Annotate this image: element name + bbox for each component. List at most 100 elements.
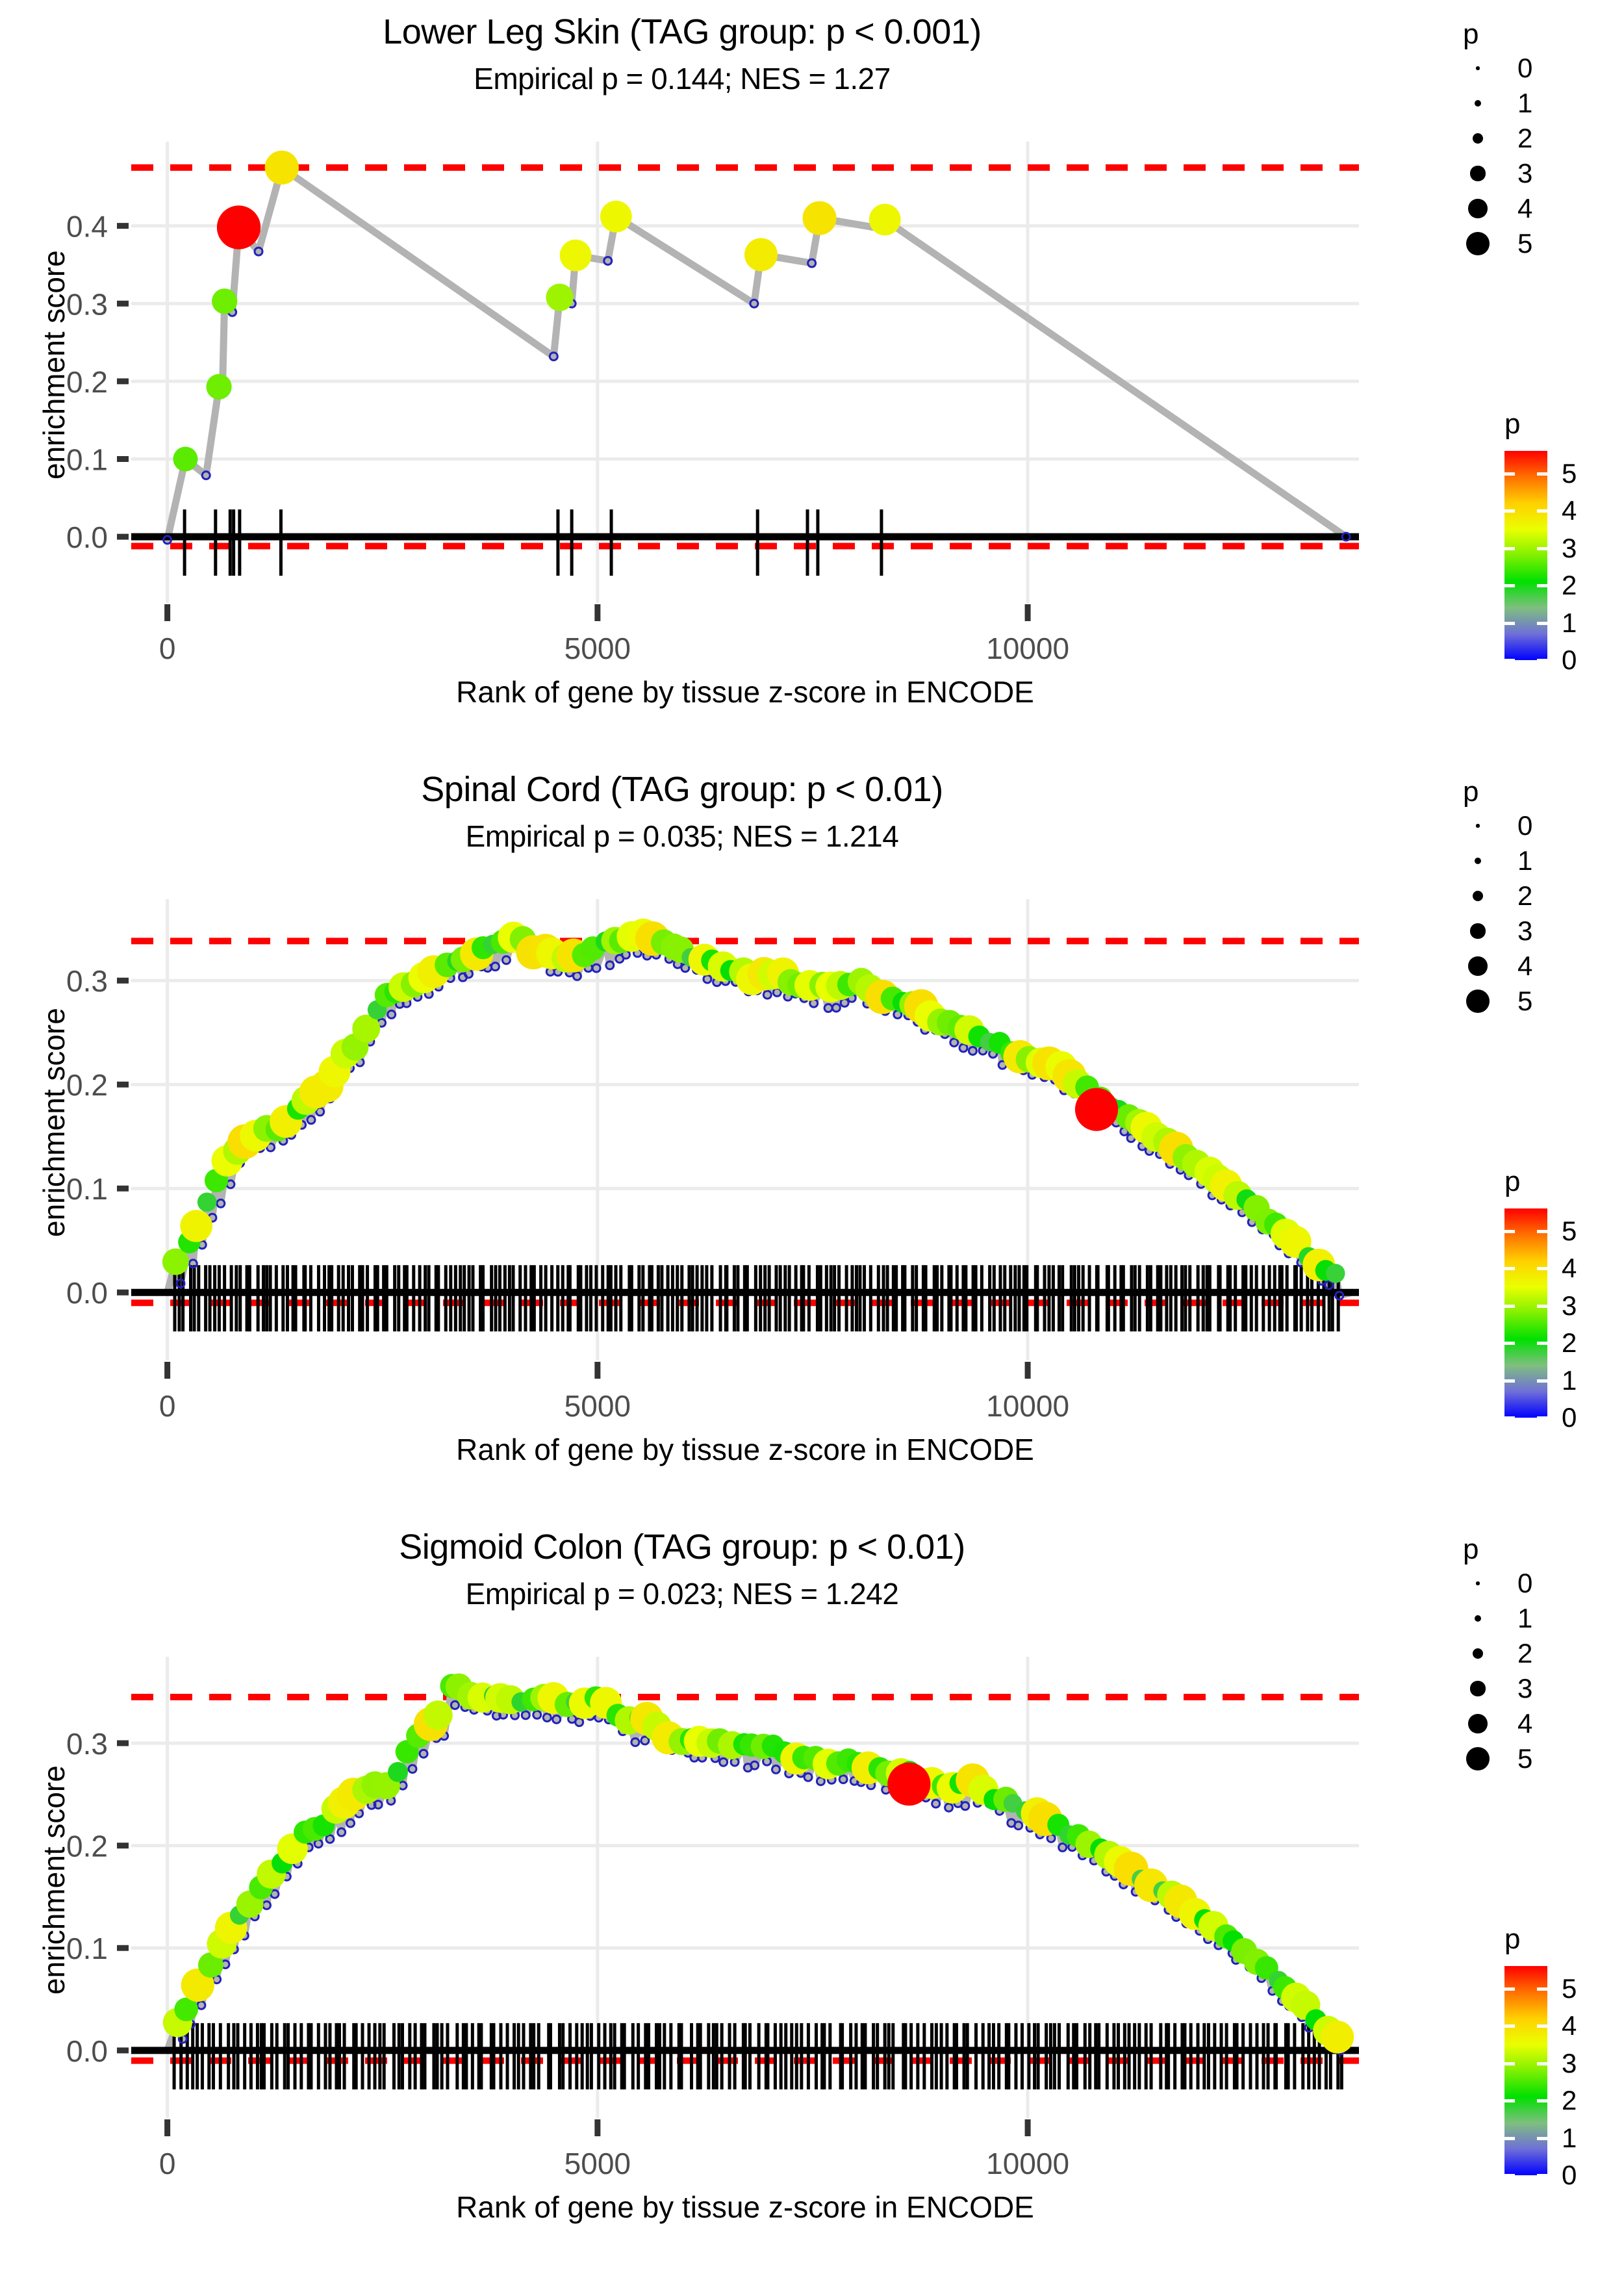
color-legend-tick <box>1504 659 1515 662</box>
y-tick-label: 0.2 <box>66 1830 108 1863</box>
color-legend-tick <box>1504 2174 1515 2177</box>
color-legend-tick <box>1504 1229 1515 1233</box>
trough-point <box>532 1709 542 1720</box>
trough-point <box>336 1827 347 1837</box>
panel-subtitle: Empirical p = 0.144; NES = 1.27 <box>474 62 891 96</box>
es-point <box>600 200 632 233</box>
size-legend-dot <box>1470 1681 1486 1696</box>
y-tick-label: 0.3 <box>66 287 108 321</box>
color-legend-bar <box>1504 1208 1547 1420</box>
color-legend-label: 5 <box>1562 457 1577 489</box>
color-legend-label: 3 <box>1562 532 1577 563</box>
color-legend-tick <box>1537 621 1547 625</box>
color-legend-label: 3 <box>1562 2047 1577 2078</box>
trough-point <box>960 1801 971 1811</box>
rug-ticks <box>173 1265 1340 1332</box>
plot-canvas: 0.0 0.1 0.2 0.3 0.4 0 5000 10000 <box>66 142 1359 665</box>
color-legend-tick <box>1504 1416 1515 1420</box>
size-legend-label: 3 <box>1517 158 1533 188</box>
panel-subtitle: Empirical p = 0.023; NES = 1.242 <box>465 1577 899 1611</box>
color-legend-tick <box>1537 472 1547 476</box>
color-legend-tick <box>1504 2025 1515 2028</box>
trough-point <box>188 1258 198 1269</box>
y-tick-label: 0.0 <box>66 520 108 554</box>
size-legend-dot <box>1476 824 1480 828</box>
size-legend: p 0 1 2 3 4 5 <box>1455 1533 1532 1776</box>
trough-point <box>967 1045 978 1056</box>
trough-point <box>346 1818 356 1828</box>
color-legend-label: 2 <box>1562 2085 1577 2115</box>
trough-point <box>603 255 613 266</box>
y-tick-label: 0.1 <box>66 1932 108 1965</box>
y-tick-label: 0.0 <box>66 2034 108 2068</box>
trough-point <box>944 1802 954 1813</box>
size-legend-item: 1 <box>1455 86 1532 121</box>
es-point <box>352 1014 381 1043</box>
x-tick-label: 0 <box>159 1389 176 1423</box>
es-point <box>197 1192 217 1212</box>
color-legend-tick <box>1537 2174 1547 2177</box>
axis-ticks: 0.0 0.1 0.2 0.3 0.4 0 5000 10000 <box>66 210 1069 665</box>
color-legend-label: 0 <box>1562 2160 1577 2190</box>
color-legend-tick <box>1537 1342 1547 1345</box>
trough-point <box>196 2000 207 2010</box>
size-legend-dot <box>1468 1714 1488 1733</box>
trough-point <box>807 258 817 268</box>
size-legend-item: 5 <box>1455 1741 1532 1776</box>
trough-point <box>373 1800 383 1810</box>
color-legend-tick <box>1504 2062 1515 2065</box>
color-legend-tick <box>1537 1987 1547 1991</box>
size-legend-label: 3 <box>1517 1673 1533 1704</box>
gsea-panel-1: Spinal Cord (TAG group: p < 0.01) Empiric… <box>0 758 1624 1515</box>
size-legend-item: 1 <box>1455 1601 1532 1636</box>
es-points <box>162 918 1345 1283</box>
es-point <box>174 1997 198 2022</box>
es-point <box>180 1210 212 1242</box>
color-legend-tick <box>1537 546 1547 550</box>
es-point <box>212 288 238 314</box>
trough-point <box>718 1757 729 1767</box>
size-legend-item: 4 <box>1455 949 1532 984</box>
trough-point <box>175 1278 186 1288</box>
color-legend-tick <box>1537 1304 1547 1308</box>
es-point <box>1326 1264 1345 1283</box>
panel-subtitle: Empirical p = 0.035; NES = 1.214 <box>465 819 899 853</box>
size-legend-item: 1 <box>1455 843 1532 878</box>
size-legend-dot <box>1468 956 1488 976</box>
size-legend-label: 4 <box>1517 1708 1533 1739</box>
color-legend-tick <box>1537 2136 1547 2140</box>
es-point <box>802 201 837 235</box>
es-point <box>388 1762 408 1782</box>
size-legend: p 0 1 2 3 4 5 <box>1455 18 1532 261</box>
color-legend: p 5 4 3 2 1 0 <box>1455 1923 1607 2190</box>
trough-point <box>572 971 582 981</box>
color-legend-tick <box>1537 1416 1547 1420</box>
size-legend-label: 1 <box>1517 1603 1533 1633</box>
gsea-panel-2: Sigmoid Colon (TAG group: p < 0.01) Empir… <box>0 1515 1624 2273</box>
y-tick-label: 0.4 <box>66 210 108 244</box>
trough-point <box>1058 1842 1068 1852</box>
trough-point <box>574 1717 585 1728</box>
trough-point <box>418 1748 429 1759</box>
color-legend-tick <box>1504 509 1515 513</box>
color-legend-tick <box>1537 1379 1547 1383</box>
size-legend-title: p <box>1463 776 1479 808</box>
x-tick-label: 0 <box>159 2147 176 2180</box>
trough-point <box>831 1003 841 1013</box>
panel-title: Spinal Cord (TAG group: p < 0.01) <box>421 770 943 809</box>
rug-ticks <box>172 2023 1343 2089</box>
y-tick-label: 0.3 <box>66 964 108 998</box>
size-legend-label: 5 <box>1517 1743 1533 1774</box>
color-legend-bar <box>1504 1966 1547 2177</box>
color-legend-tick <box>1504 1342 1515 1345</box>
trough-point <box>1334 1290 1345 1301</box>
size-legend-label: 4 <box>1517 951 1533 981</box>
size-legend-label: 2 <box>1517 1638 1533 1668</box>
size-legend-dot <box>1466 990 1490 1013</box>
threshold-lines <box>131 164 1359 550</box>
es-points <box>173 150 901 472</box>
color-legend-tick <box>1537 659 1547 662</box>
size-legend-label: 5 <box>1517 228 1533 259</box>
size-legend-item: 2 <box>1455 1636 1532 1671</box>
